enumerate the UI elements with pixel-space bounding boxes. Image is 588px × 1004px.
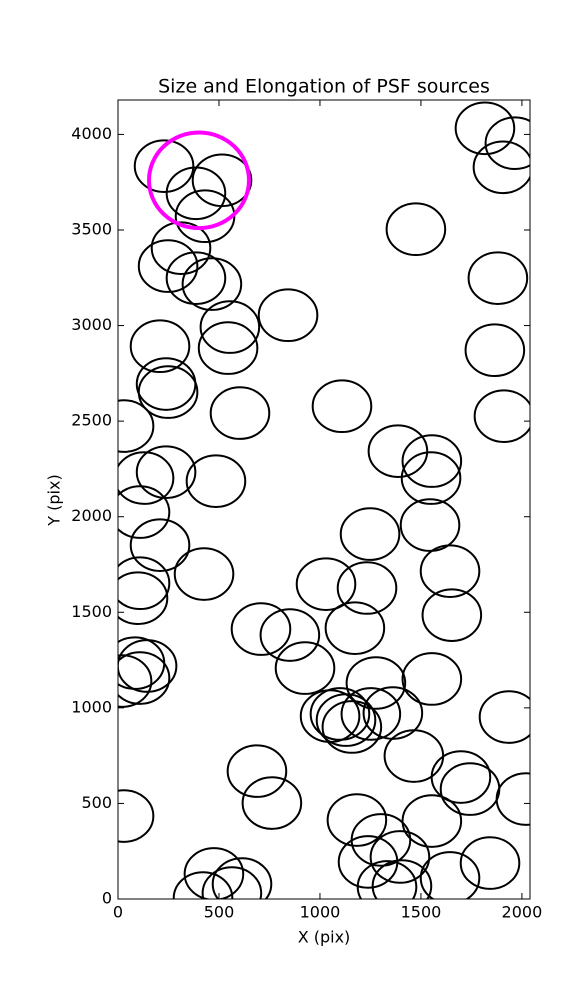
x-tick-label: 1500 xyxy=(401,903,442,922)
psf-ellipse xyxy=(439,762,501,816)
psf-ellipse xyxy=(385,202,447,257)
psf-ellipse xyxy=(118,571,169,625)
psf-ellipse xyxy=(226,744,288,798)
psf-ellipse xyxy=(464,323,526,378)
psf-ellipse xyxy=(137,239,199,293)
psf-ellipse xyxy=(371,859,433,899)
psf-ellipse xyxy=(172,871,234,899)
y-tick-label: 3500 xyxy=(71,219,112,238)
psf-ellipse xyxy=(467,251,529,305)
psf-ellipse xyxy=(118,654,153,708)
psf-ellipse xyxy=(326,793,388,847)
psf-ellipse xyxy=(295,557,357,611)
psf-ellipse xyxy=(324,601,386,655)
chart-title: Size and Elongation of PSF sources xyxy=(158,76,490,98)
x-tick-label: 0 xyxy=(113,903,123,922)
psf-ellipse xyxy=(419,544,481,598)
psf-ellipse xyxy=(118,639,178,693)
psf-ellipse xyxy=(459,836,521,890)
x-tick-label: 1000 xyxy=(300,903,341,922)
psf-ellipse xyxy=(401,434,463,488)
psf-ellipse xyxy=(473,389,530,443)
psf-ellipse xyxy=(421,588,483,642)
psf-ellipse xyxy=(472,140,530,195)
psf-ellipse xyxy=(309,687,371,741)
psf-ellipse xyxy=(340,687,402,741)
y-tick-label: 3000 xyxy=(71,315,112,334)
psf-ellipse xyxy=(495,772,530,826)
psf-ellipse xyxy=(315,693,377,747)
psf-ellipse xyxy=(345,656,407,710)
psf-ellipse xyxy=(369,830,431,884)
psf-ellipse xyxy=(133,139,195,193)
psf-ellipse xyxy=(129,518,191,572)
psf-ellipse xyxy=(383,729,445,783)
psf-ellipse xyxy=(454,101,516,156)
psf-ellipse xyxy=(118,789,155,843)
y-tick-label: 0 xyxy=(102,889,112,908)
psf-ellipse xyxy=(150,221,212,275)
psf-ellipse xyxy=(321,700,383,754)
psf-ellipse xyxy=(350,813,412,867)
psf-ellipse xyxy=(400,451,462,505)
y-tick-label: 500 xyxy=(81,793,112,812)
psf-ellipse xyxy=(478,690,530,744)
psf-ellipse xyxy=(241,776,303,830)
psf-ellipse xyxy=(118,636,166,690)
psf-ellipse xyxy=(135,445,197,499)
psf-ellipse xyxy=(339,507,401,561)
psf-ellipse xyxy=(137,365,199,419)
psf-ellipse xyxy=(173,547,235,601)
psf-ellipse xyxy=(199,300,261,354)
psf-ellipse xyxy=(183,847,245,899)
x-axis-label: X (pix) xyxy=(298,928,351,947)
psf-ellipse xyxy=(197,321,259,375)
psf-ellipse xyxy=(257,288,319,343)
psf-ellipse xyxy=(118,399,155,453)
psf-ellipse xyxy=(430,750,492,804)
psf-ellipse xyxy=(118,651,171,705)
psf-ellipse xyxy=(181,257,243,311)
psf-ellipse xyxy=(165,166,227,221)
psf-ellipse xyxy=(336,561,398,615)
psf-ellipse xyxy=(399,498,461,552)
psf-ellipse xyxy=(209,386,271,440)
psf-ellipse xyxy=(118,556,171,611)
psf-ellipse xyxy=(367,424,429,478)
y-axis-label: Y (pix) xyxy=(45,474,64,526)
psf-ellipse xyxy=(311,379,373,434)
x-tick-label: 2000 xyxy=(502,903,543,922)
y-tick-label: 1000 xyxy=(71,697,112,716)
psf-ellipse xyxy=(401,794,463,848)
psf-ellipse xyxy=(129,319,191,374)
psf-ellipse xyxy=(118,485,171,539)
psf-ellipse xyxy=(419,851,481,899)
x-tick-label: 500 xyxy=(204,903,235,922)
psf-ellipse xyxy=(401,652,463,706)
psf-ellipse xyxy=(259,608,321,662)
psf-ellipse xyxy=(356,860,418,899)
psf-ellipse xyxy=(118,451,175,505)
highlight-ellipse xyxy=(147,130,251,231)
y-tick-label: 2000 xyxy=(71,506,112,525)
plot-area xyxy=(118,101,530,899)
psf-ellipse xyxy=(201,866,263,899)
psf-ellipse xyxy=(185,454,247,508)
y-tick-label: 1500 xyxy=(71,602,112,621)
psf-ellipse xyxy=(484,116,530,170)
plot-frame xyxy=(117,99,531,900)
y-tick-label: 2500 xyxy=(71,411,112,430)
psf-ellipse xyxy=(274,641,336,695)
y-tick-label: 4000 xyxy=(71,124,112,143)
psf-ellipse xyxy=(230,602,292,656)
psf-ellipse xyxy=(165,251,227,305)
psf-ellipse xyxy=(211,857,273,899)
